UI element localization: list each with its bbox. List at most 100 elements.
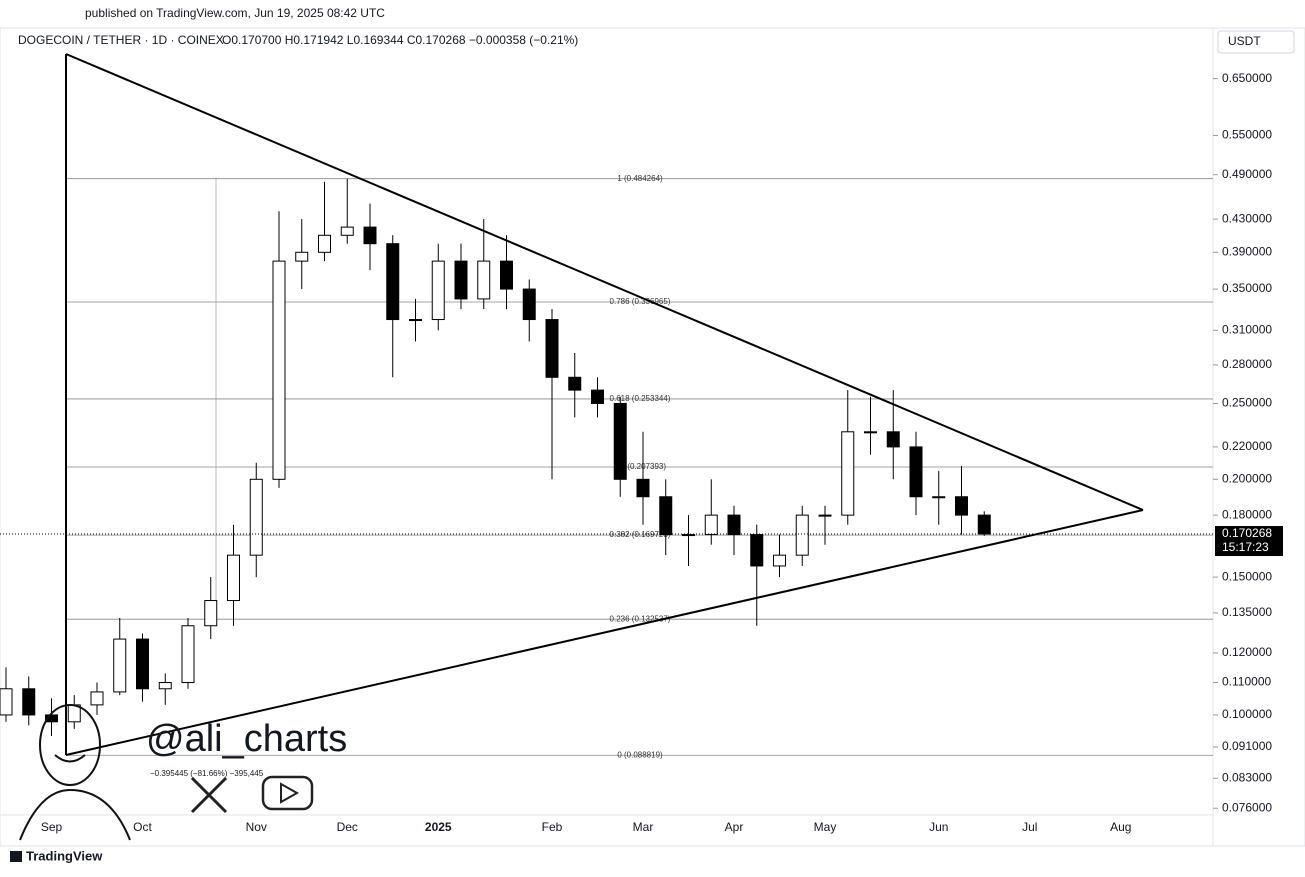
candle-body: [909, 446, 923, 498]
y-tick-label: 0.390000: [1222, 244, 1272, 258]
candle-body: [568, 376, 582, 391]
candle-body: [318, 234, 331, 253]
last-price-label: 0.170268: [1222, 526, 1272, 540]
candle-body: [977, 514, 991, 535]
candle-body: [704, 514, 718, 536]
published-note: published on TradingView.com, Jun 19, 20…: [85, 6, 385, 20]
candle-body: [227, 554, 240, 602]
x-tick-label: Feb: [542, 820, 563, 834]
y-tick-label: 0.150000: [1222, 569, 1272, 583]
x-tick-label: Oct: [133, 820, 152, 834]
fib-label: 0.236 (0.132537): [610, 614, 671, 623]
triangle-upper: [65, 53, 1144, 511]
candle-body: [727, 514, 741, 536]
y-tick-label: 0.083000: [1222, 770, 1272, 784]
candle-body: [477, 260, 491, 300]
x-tick-label: May: [814, 820, 837, 834]
y-tick-label: 0.550000: [1222, 128, 1272, 142]
fib-label: 0.618 (0.253344): [610, 394, 671, 403]
fib-label: 1 (0.484264): [617, 174, 663, 183]
y-tick-label: 0.135000: [1222, 605, 1272, 619]
candle-body: [682, 534, 695, 537]
x-tick-label: Jun: [929, 820, 948, 834]
candle-body: [113, 638, 127, 693]
x-tick-label: Apr: [725, 820, 744, 834]
y-tick-label: 0.280000: [1222, 357, 1272, 371]
candle-body: [454, 260, 468, 300]
candle-body: [158, 682, 172, 690]
candle-body: [773, 554, 786, 567]
currency: USDT: [1228, 34, 1261, 48]
play-icon: [280, 782, 300, 804]
triangle-lower: [65, 509, 1144, 756]
candle-body: [864, 431, 877, 434]
candle-body: [22, 688, 36, 716]
ohlc-legend: O0.170700 H0.171942 L0.169344 C0.170268 …: [222, 33, 578, 47]
candle-body: [659, 496, 673, 536]
candle-body: [136, 638, 149, 690]
candle-body: [545, 319, 559, 378]
candle-body: [340, 226, 354, 236]
candle-body: [522, 288, 536, 321]
symbol: DOGECOIN / TETHER · 1D · COINEX: [18, 33, 224, 47]
countdown: 15:17:23: [1222, 540, 1269, 554]
candle-body: [272, 260, 286, 480]
fib-label: 0.786 (0.336965): [610, 297, 671, 306]
y-tick-label: 0.076000: [1222, 800, 1272, 814]
candle-body: [750, 534, 764, 567]
y-tick-label: 0.490000: [1222, 167, 1272, 181]
candle-body: [181, 625, 195, 684]
candle-body: [886, 431, 900, 448]
y-tick-label: 0.220000: [1222, 439, 1272, 453]
candle-body: [0, 688, 13, 716]
y-tick-label: 0.650000: [1222, 71, 1272, 85]
fib-label: 0.382 (0.169723): [610, 530, 671, 539]
candle-body: [795, 514, 809, 556]
candle-body: [955, 496, 968, 516]
avatar: [19, 704, 131, 841]
candle-body: [841, 431, 855, 516]
candle-body: [591, 389, 604, 404]
candle-body: [409, 319, 422, 322]
brand: TradingView: [26, 848, 103, 863]
y-tick-label: 0.200000: [1222, 471, 1272, 485]
x-tick-label: 2025: [425, 820, 452, 834]
fib-range-label: −0.395445 (−81.66%) −395,445: [150, 769, 264, 778]
x-icon: [190, 776, 228, 814]
y-tick-label: 0.430000: [1222, 211, 1272, 225]
candle-body: [295, 251, 309, 262]
candle-body: [386, 243, 400, 321]
candle-body: [636, 478, 650, 498]
y-tick-label: 0.110000: [1222, 675, 1271, 689]
candle-body: [500, 260, 513, 290]
candle-body: [90, 691, 104, 706]
x-tick-label: Sep: [41, 820, 63, 834]
y-tick-label: 0.180000: [1222, 507, 1272, 521]
y-tick-label: 0.310000: [1222, 323, 1272, 337]
candle-body: [932, 496, 946, 499]
candle-body: [363, 226, 377, 245]
currency-button[interactable]: [1217, 30, 1295, 54]
brand-logo: [10, 851, 22, 862]
y-tick-label: 0.091000: [1222, 739, 1272, 753]
fib-label: 0.5 (0.207393): [614, 462, 666, 471]
candle-body: [249, 478, 263, 556]
x-tick-label: Aug: [1110, 820, 1131, 834]
x-tick-label: Jul: [1022, 820, 1037, 834]
x-tick-label: Mar: [633, 820, 654, 834]
x-tick-label: Nov: [246, 820, 267, 834]
candle-body: [204, 600, 218, 627]
candle-body: [431, 260, 445, 321]
y-tick-label: 0.100000: [1222, 707, 1272, 721]
y-tick-label: 0.350000: [1222, 281, 1272, 295]
chart-frame: [0, 27, 1305, 847]
y-tick-label: 0.250000: [1222, 396, 1272, 410]
watermark: @ali_charts: [146, 718, 347, 760]
candle-body: [613, 402, 627, 480]
last-price-box: [1215, 526, 1283, 557]
youtube-icon: [261, 775, 314, 811]
fib-label: 0 (0.088819): [617, 750, 663, 759]
candle-body: [818, 514, 832, 517]
y-tick-label: 0.120000: [1222, 645, 1272, 659]
